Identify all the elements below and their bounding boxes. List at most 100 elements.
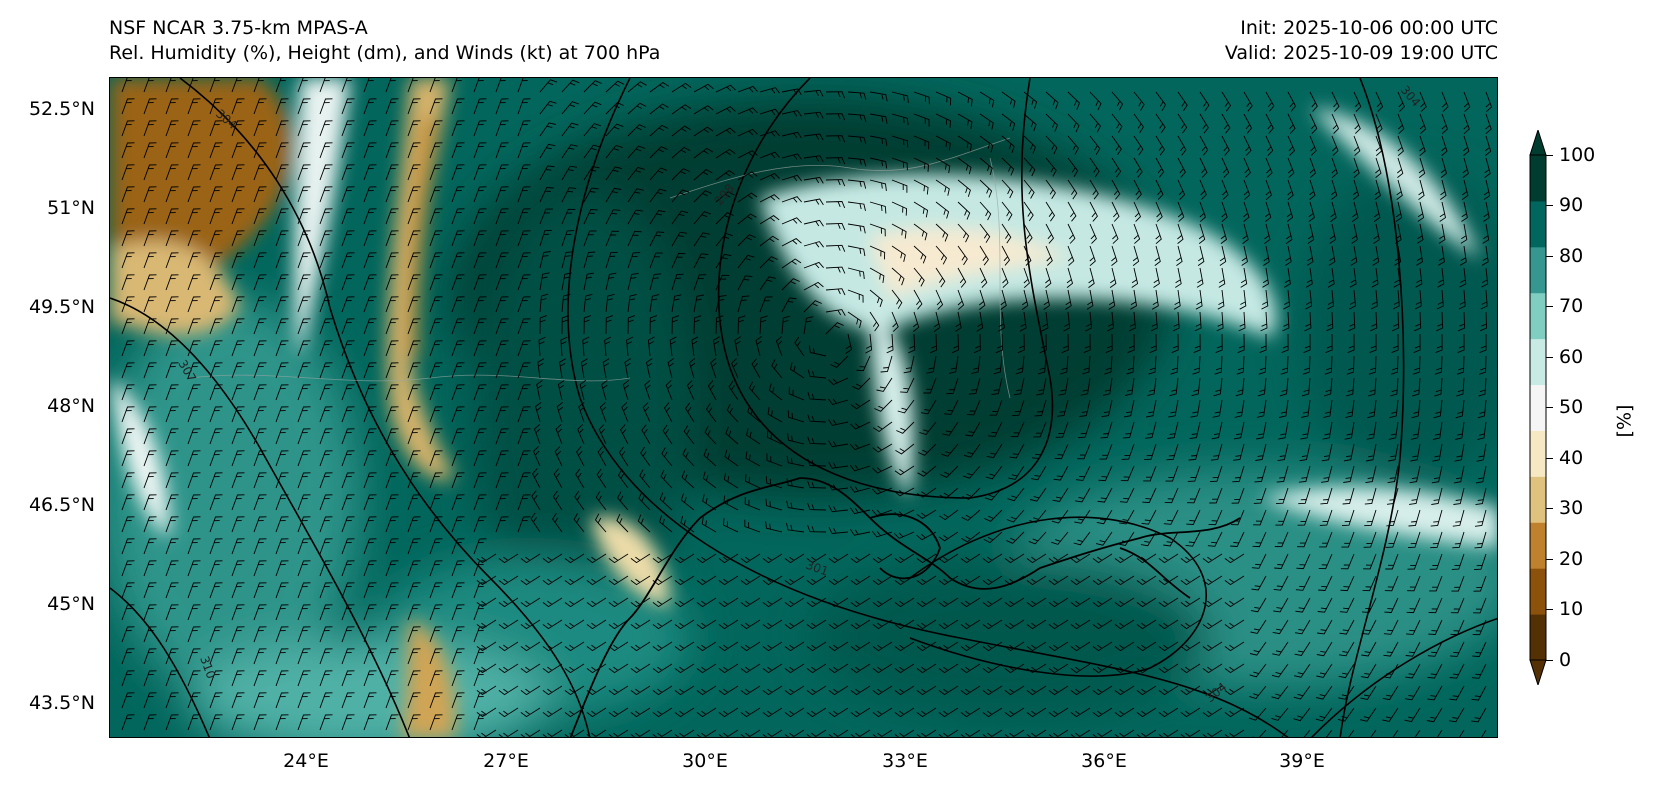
wind-barb <box>847 223 866 234</box>
wind-barb <box>165 714 179 731</box>
wind-barb <box>1127 333 1135 354</box>
wind-barb <box>575 468 585 489</box>
wind-barb <box>794 336 805 357</box>
wind-barb <box>1180 597 1201 608</box>
wind-barb <box>407 340 421 357</box>
wind-barb <box>121 362 135 379</box>
wind-barb <box>297 648 311 665</box>
wind-barb <box>916 729 937 737</box>
wind-barb <box>341 318 355 335</box>
wind-barb <box>1239 289 1247 310</box>
wind-barb <box>341 560 355 577</box>
wind-barb <box>1155 113 1166 134</box>
wind-barb <box>1375 135 1383 156</box>
wind-barb <box>473 120 487 137</box>
wind-barb <box>319 340 333 357</box>
wind-barb <box>963 443 981 458</box>
wind-barb <box>605 102 624 115</box>
wind-barb <box>1317 597 1333 613</box>
wind-barb <box>759 130 781 137</box>
wind-barb <box>1462 157 1469 178</box>
wind-barb <box>429 648 443 665</box>
wind-barb <box>891 91 909 103</box>
wind-barb <box>209 472 223 489</box>
wind-barb <box>1193 333 1201 354</box>
wind-barb <box>1172 311 1180 332</box>
wind-barb <box>869 223 886 237</box>
wind-barb <box>962 487 981 500</box>
wind-barb <box>900 377 915 393</box>
wind-barb <box>1316 641 1333 657</box>
wind-barb <box>1309 113 1318 134</box>
wind-barb <box>121 692 135 709</box>
wind-barb <box>991 377 1003 396</box>
wind-barb <box>916 663 937 674</box>
wind-barb <box>1006 531 1025 544</box>
wind-barb <box>275 648 289 665</box>
wind-barb <box>775 336 783 357</box>
wind-barb <box>1294 619 1311 635</box>
wind-barb <box>869 135 888 147</box>
wind-barb <box>1155 91 1167 111</box>
wind-barb <box>1114 685 1135 696</box>
wind-barb <box>1185 531 1201 547</box>
wind-barb <box>407 362 421 379</box>
wind-barb <box>784 553 805 564</box>
wind-barb <box>622 380 630 401</box>
wind-barb <box>1070 641 1091 652</box>
wind-barb <box>209 252 223 269</box>
wind-barb <box>715 170 736 181</box>
wind-barb <box>1074 509 1091 524</box>
wind-barb <box>517 120 531 137</box>
wind-barb <box>1145 421 1157 439</box>
wind-barb <box>1096 509 1113 525</box>
wind-barb <box>407 142 421 159</box>
wind-barb <box>1259 333 1267 354</box>
wind-barb <box>1224 641 1245 652</box>
wind-barb <box>1253 509 1267 526</box>
wind-barb <box>517 318 531 335</box>
wind-barb <box>143 296 157 313</box>
height-contours <box>110 78 1497 737</box>
wind-barb <box>385 604 399 621</box>
wind-barb <box>1180 575 1201 586</box>
wind-barb <box>495 362 509 379</box>
borders <box>189 137 1011 399</box>
wind-barb <box>209 142 223 159</box>
wind-barb <box>825 135 846 143</box>
wind-barb <box>1177 135 1187 156</box>
wind-barb <box>652 729 673 737</box>
wind-barb <box>517 450 531 467</box>
wind-barb <box>1297 509 1311 526</box>
wind-barb <box>621 402 629 423</box>
wind-barb <box>1023 135 1037 154</box>
wind-barb <box>1478 377 1487 397</box>
lat-label: 51°N <box>47 197 95 219</box>
wind-barb <box>520 575 541 586</box>
wind-barb <box>1345 377 1355 397</box>
wind-barb <box>787 433 805 445</box>
wind-barb <box>616 513 629 533</box>
wind-barb <box>639 469 651 489</box>
wind-barb <box>850 597 871 608</box>
wind-barb <box>1121 443 1135 460</box>
wind-barb <box>1463 113 1470 135</box>
wind-barb <box>737 315 746 335</box>
wind-barb <box>385 186 399 203</box>
wind-barb <box>209 208 223 225</box>
wind-barb <box>1459 729 1465 737</box>
wind-barb <box>473 384 487 401</box>
wind-barb <box>253 626 267 643</box>
wind-barb <box>807 392 827 401</box>
wind-barb <box>869 289 883 308</box>
wind-barb <box>982 575 1003 586</box>
wind-barb <box>1130 289 1137 310</box>
wind-barb <box>1199 135 1209 156</box>
wind-barb <box>253 648 267 665</box>
wind-barb <box>1338 663 1355 679</box>
wind-barb <box>341 340 355 357</box>
wind-barb <box>341 604 355 621</box>
wind-barb <box>1474 509 1487 527</box>
wind-barb <box>209 340 223 357</box>
wind-barb <box>253 714 267 731</box>
